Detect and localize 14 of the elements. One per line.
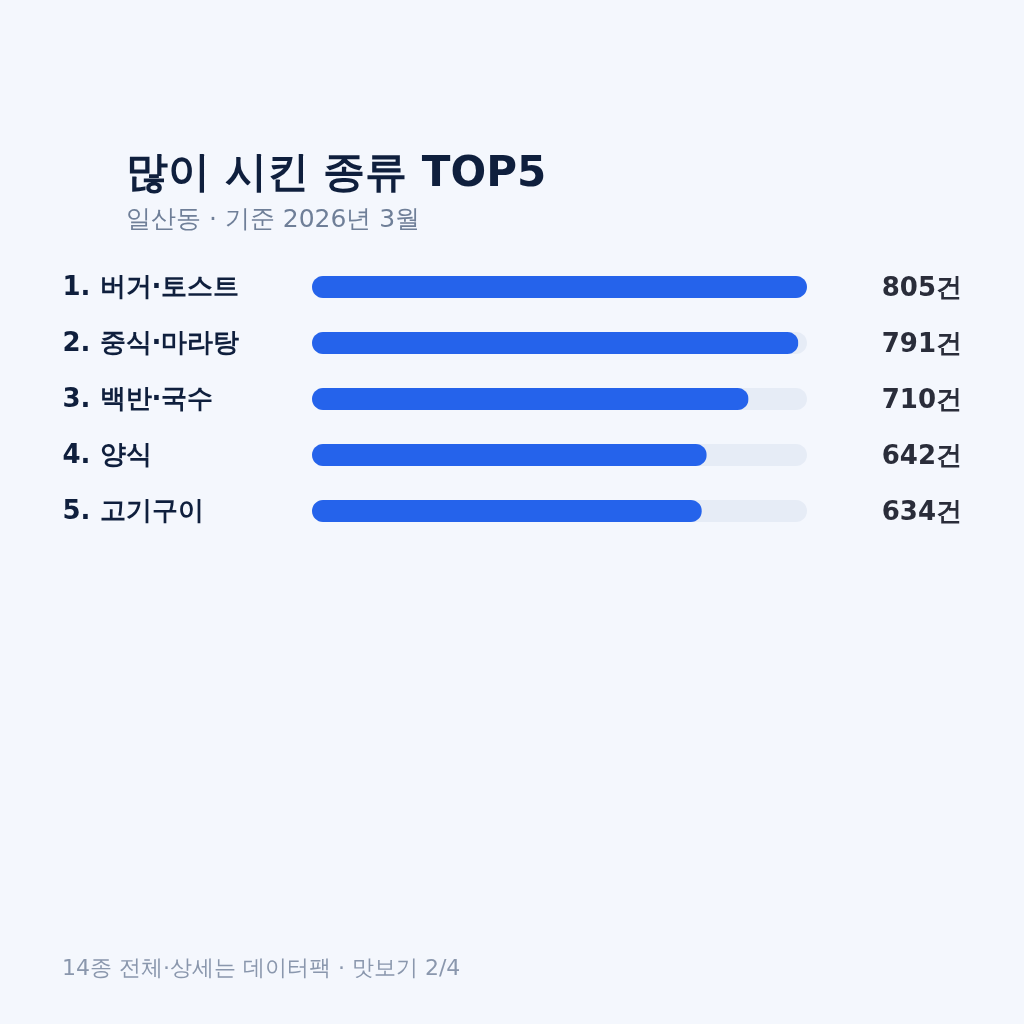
y-tick-label: 3. 백반·국수 — [62, 383, 214, 413]
data-label: 642건 — [881, 440, 962, 470]
chart-subtitle: 일산동 · 기준 2026년 3월 — [126, 204, 421, 233]
text: 14종 전체·상세는 데이터팩 · 맛보기 2/4 — [62, 955, 461, 980]
y-tick-label: 1. 버거·토스트 — [62, 271, 240, 301]
data-label: 791건 — [881, 328, 962, 358]
bar — [312, 332, 799, 354]
data-label: 805건 — [881, 272, 962, 302]
y-tick-label: 5. 고기구이 — [62, 495, 204, 525]
y-tick-label: 4. 양식 — [62, 439, 152, 469]
chart-title: 많이 시킨 종류 TOP5 — [126, 147, 547, 196]
data-label: 710건 — [881, 384, 962, 414]
y-tick-label: 2. 중식·마라탕 — [62, 327, 240, 357]
data-label: 634건 — [881, 496, 962, 526]
